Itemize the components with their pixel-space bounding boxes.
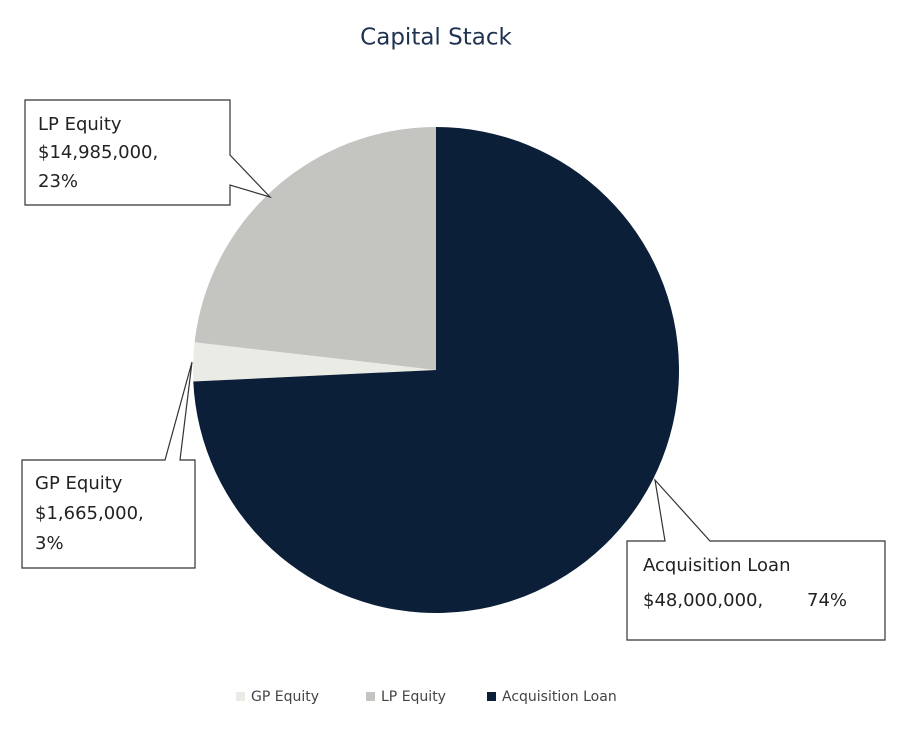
pie [193,127,680,613]
legend-swatch [366,692,375,701]
callout-box [21,361,196,569]
legend-swatch [236,692,245,701]
data-label: 23% [38,171,78,192]
pie-slice [193,127,680,613]
legend-label: GP Equity [251,689,319,705]
data-label: $1,665,000, [35,503,144,524]
callout-box [24,99,272,206]
data-label: 3% [35,533,64,554]
pie-slice [193,342,436,382]
data-label: $14,985,000, [38,142,158,163]
data-label: LP Equity [38,114,122,135]
pie-slice [194,127,436,370]
chart-title: Capital Stack [360,25,512,51]
data-label: GP Equity [35,473,123,494]
data-label: Acquisition Loan [643,555,790,576]
callout-box [626,478,886,641]
data-label: $48,000,000, [643,590,763,611]
data-label: 74% [807,590,847,611]
legend-swatch [487,692,496,701]
legend-label: LP Equity [381,689,446,705]
legend: GP Equity LP Equity Acquisition Loan [236,689,617,705]
legend-label: Acquisition Loan [502,689,617,705]
